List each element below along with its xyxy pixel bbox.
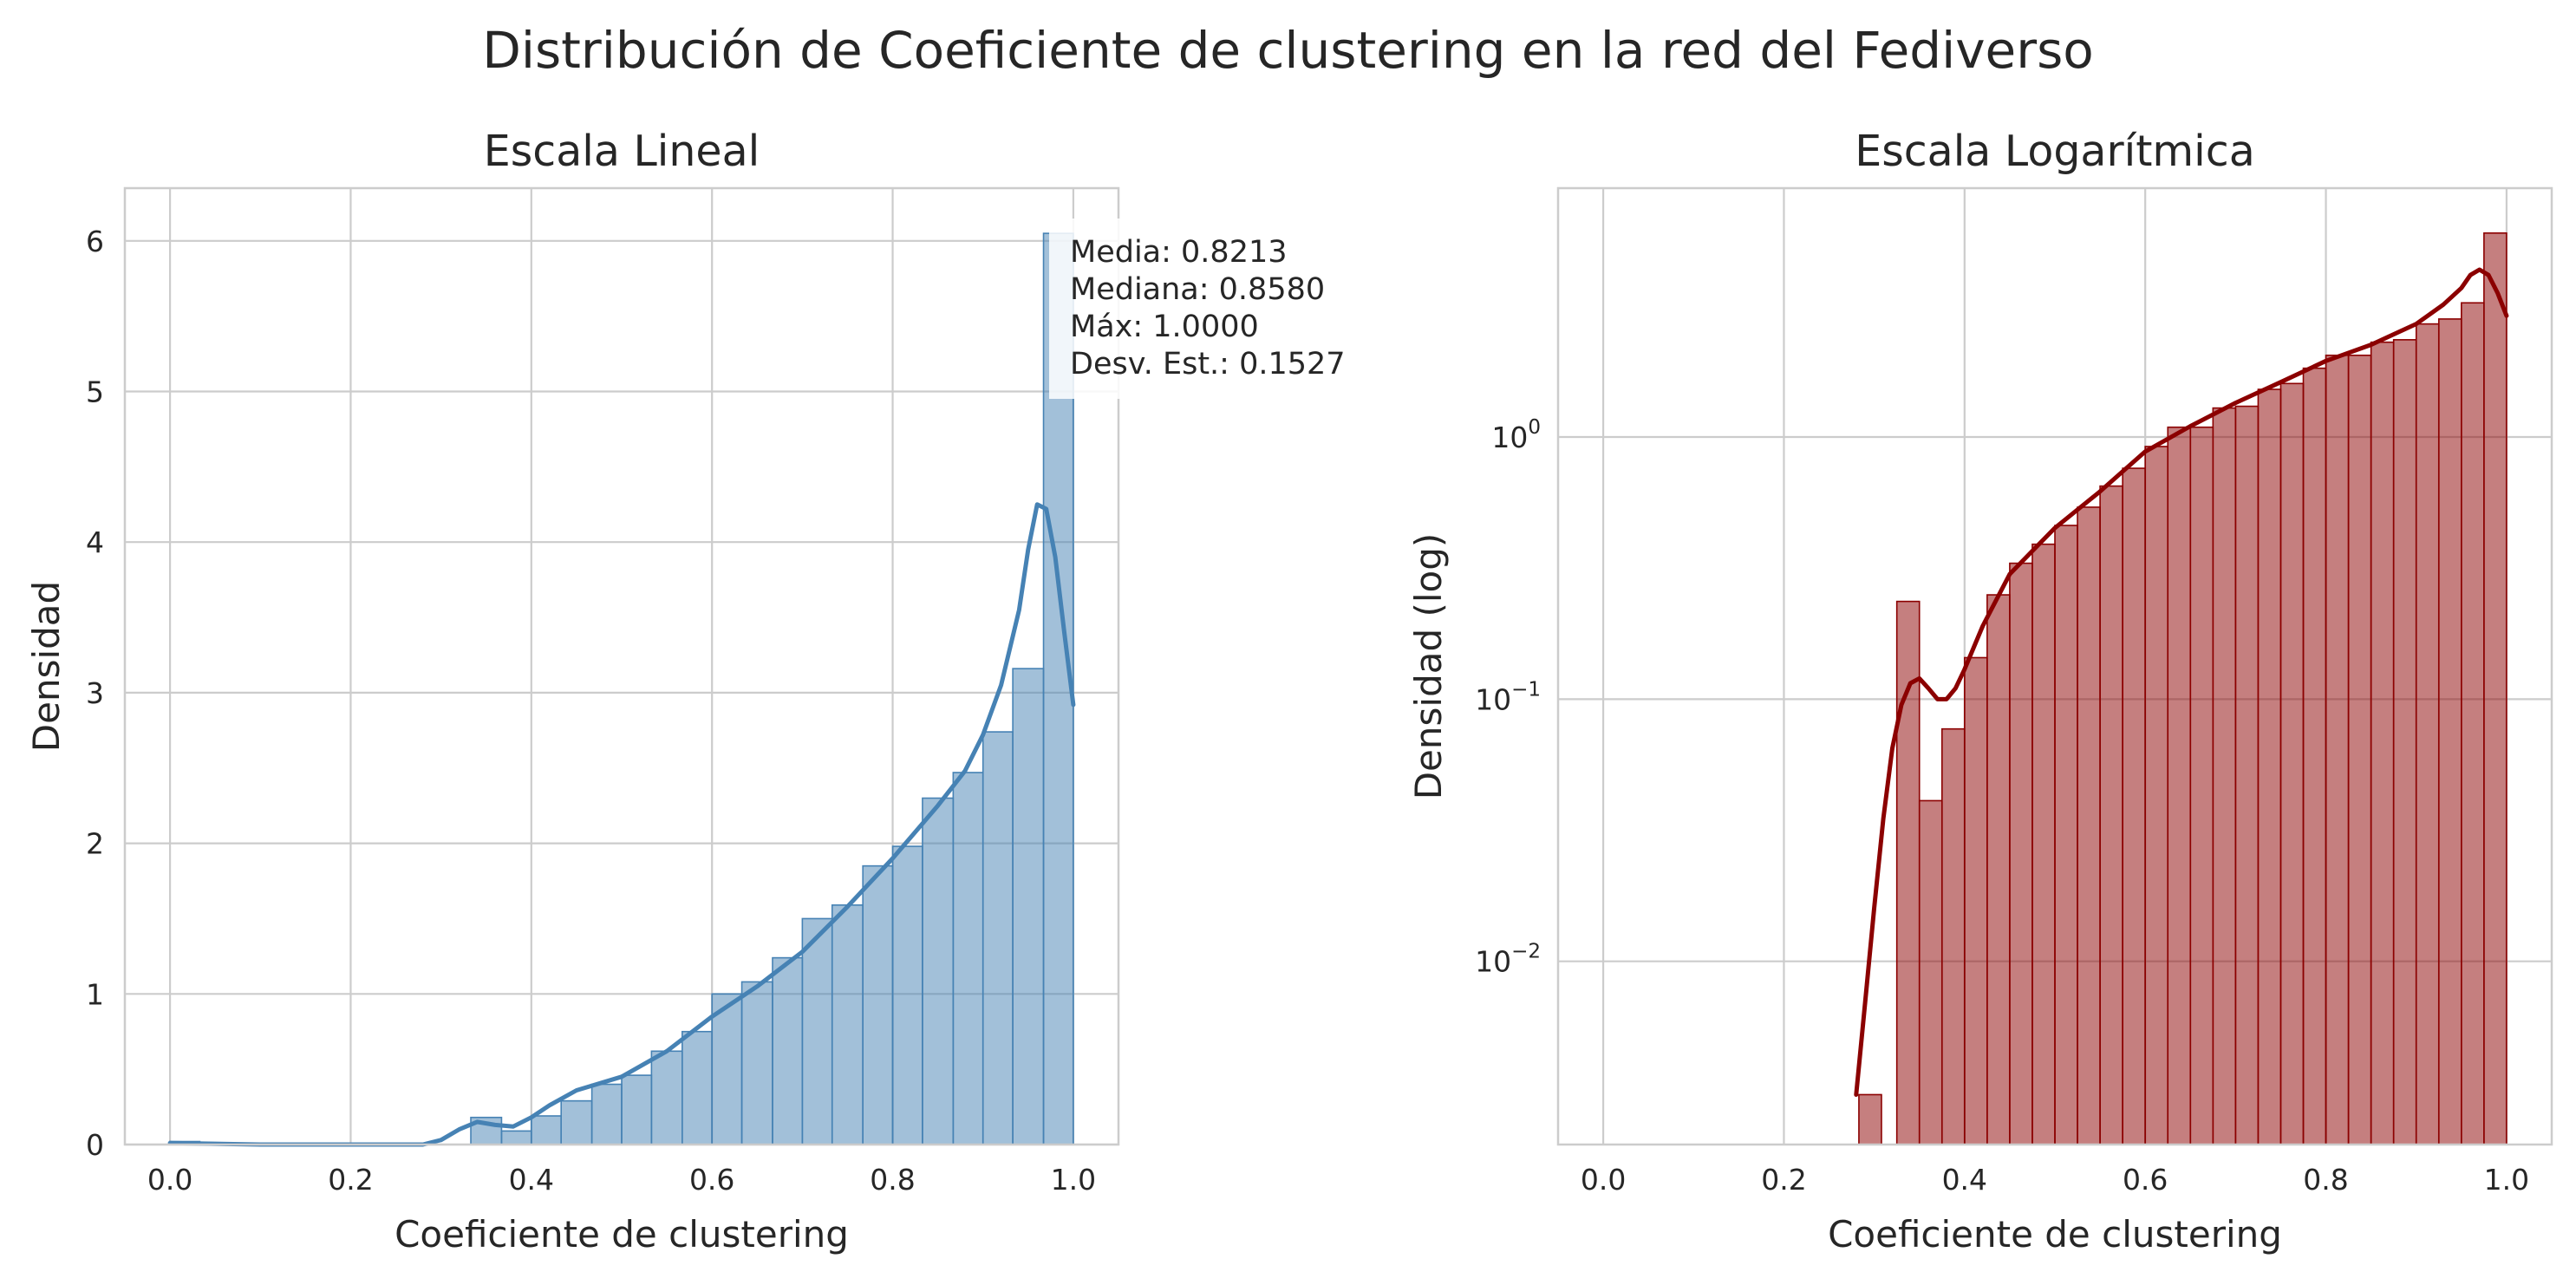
y-axis-label: Densidad (log) xyxy=(1407,533,1450,800)
histogram-bar xyxy=(2437,318,2462,1145)
histogram-bar xyxy=(740,981,773,1145)
y-tick-label: 1 xyxy=(86,977,104,1011)
histogram-bar xyxy=(772,956,804,1145)
histogram-bar xyxy=(1986,594,2011,1145)
y-tick-label: 2 xyxy=(86,827,104,861)
x-tick-label: 0.2 xyxy=(328,1163,373,1197)
histogram-bar xyxy=(1012,668,1045,1145)
histogram-bar xyxy=(2212,407,2237,1145)
histogram-bar xyxy=(2302,367,2327,1145)
histogram-bar xyxy=(590,1083,623,1145)
histogram-bar xyxy=(801,917,833,1145)
histogram-bar xyxy=(2461,302,2485,1145)
histogram-bar xyxy=(2077,506,2101,1145)
subplot-title: Escala Lineal xyxy=(484,127,760,176)
x-tick-label: 1.0 xyxy=(2484,1163,2529,1197)
x-tick-label: 1.0 xyxy=(1051,1163,1096,1197)
chart-panel-linear: 0.0 0.2 0.4 0.6 0.8 1.0 0 1 2 3 4 5 6 Escala Lineal Co… xyxy=(25,127,1368,1256)
histogram-bar xyxy=(2122,467,2146,1145)
x-tick-label: 0.0 xyxy=(1581,1163,1626,1197)
stats-line: Máx: 1.0000 xyxy=(1070,310,1259,344)
histogram-bar xyxy=(952,772,984,1145)
histogram-bar xyxy=(831,904,864,1145)
histogram-bar xyxy=(922,797,955,1145)
x-tick-label: 0.6 xyxy=(2123,1163,2168,1197)
y-tick-label: 5 xyxy=(86,375,104,408)
x-tick-label: 0.4 xyxy=(509,1163,554,1197)
histogram-bar xyxy=(1858,1093,1882,1145)
histogram-bar xyxy=(1895,600,1921,1145)
histogram-bar xyxy=(2370,341,2395,1145)
axes-frame xyxy=(123,186,1120,1146)
histogram-bar xyxy=(2009,562,2033,1145)
histogram-bar xyxy=(711,993,743,1145)
histogram-bar xyxy=(1964,656,1988,1145)
histogram-bar xyxy=(2483,232,2508,1145)
y-tick-label: 6 xyxy=(86,225,104,258)
chart-panel-log: 0.0 0.2 0.4 0.6 0.8 1.0 10−2 10−1 100 Escala Loga… xyxy=(1407,127,2553,1256)
y-tick-label: 10−1 xyxy=(1475,678,1541,716)
axes-frame xyxy=(1556,186,2553,1146)
stats-line: Media: 0.8213 xyxy=(1070,235,1288,270)
histogram-bar xyxy=(560,1099,593,1145)
x-tick-label: 0.4 xyxy=(1942,1163,1987,1197)
histogram-bar xyxy=(2392,339,2417,1145)
stats-line: Desv. Est.: 0.1527 xyxy=(1070,347,1346,382)
x-tick-label: 0.8 xyxy=(870,1163,915,1197)
histogram-bar xyxy=(2325,354,2350,1145)
x-axis-label: Coeficiente de clustering xyxy=(395,1213,849,1256)
stats-box xyxy=(1049,219,1368,399)
histogram-bar xyxy=(2279,382,2305,1145)
histogram-bar xyxy=(2347,354,2372,1145)
histogram-bar xyxy=(891,845,923,1145)
histogram-bar xyxy=(2031,543,2056,1145)
histogram-bar xyxy=(2415,323,2440,1145)
histogram-bar xyxy=(621,1074,653,1145)
histogram-bar xyxy=(2189,426,2214,1145)
x-tick-label: 0.2 xyxy=(1761,1163,1806,1197)
histogram-bar xyxy=(1918,799,1943,1145)
histogram-bar xyxy=(2099,485,2123,1145)
histogram-bar xyxy=(2167,426,2192,1145)
histogram-bar xyxy=(650,1050,683,1145)
y-axis-label: Densidad xyxy=(25,581,68,752)
histogram-bar xyxy=(1940,727,1966,1145)
y-tick-label: 3 xyxy=(86,676,104,710)
histogram-bar xyxy=(981,731,1014,1145)
x-tick-label: 0.8 xyxy=(2303,1163,2348,1197)
histogram-bar xyxy=(2234,405,2260,1145)
histogram-bar xyxy=(2054,525,2078,1145)
subplot-title: Escala Logarítmica xyxy=(1855,127,2255,176)
histogram-bar xyxy=(2144,446,2169,1145)
histogram-bar xyxy=(2257,388,2282,1145)
histogram-bar xyxy=(500,1130,532,1145)
figure-title: Distribución de Coeficiente de clusterin… xyxy=(482,21,2094,80)
x-axis-label: Coeficiente de clustering xyxy=(1828,1213,2282,1256)
histogram-bar xyxy=(531,1115,562,1145)
kde-line xyxy=(1854,267,2509,1097)
y-tick-label: 10−2 xyxy=(1475,941,1541,979)
kde-line xyxy=(167,502,1076,1147)
histogram-bar xyxy=(681,1030,713,1145)
x-tick-label: 0.6 xyxy=(689,1163,734,1197)
y-tick-label: 4 xyxy=(86,525,104,559)
y-tick-label: 0 xyxy=(86,1128,104,1162)
y-tick-label: 100 xyxy=(1491,416,1541,454)
histogram-bar xyxy=(862,864,894,1145)
stats-line: Mediana: 0.8580 xyxy=(1070,272,1325,307)
x-tick-label: 0.0 xyxy=(147,1163,192,1197)
